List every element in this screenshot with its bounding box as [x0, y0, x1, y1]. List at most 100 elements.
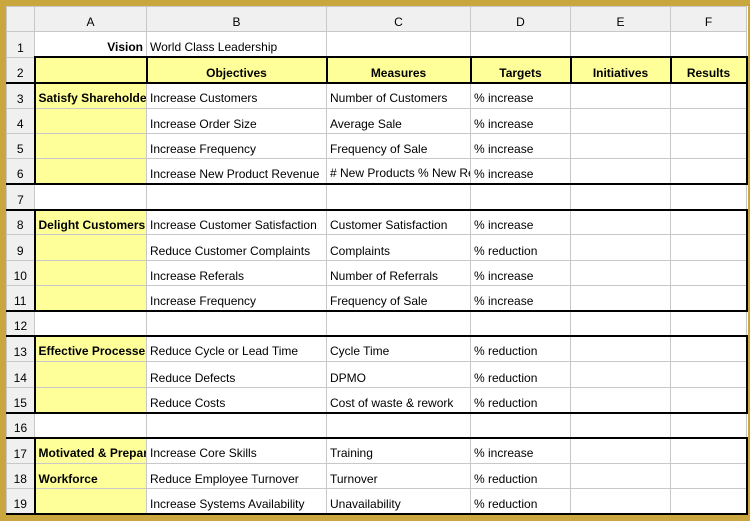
cell-D8[interactable]: % increase: [471, 210, 571, 235]
row-header-1[interactable]: 1: [7, 32, 35, 57]
col-header-D[interactable]: D: [471, 7, 571, 32]
spreadsheet-grid[interactable]: A B C D E F 1 Vision World Class Leaders…: [6, 6, 748, 515]
row-header-17[interactable]: 17: [7, 438, 35, 463]
row-header-3[interactable]: 3: [7, 83, 35, 108]
cell-F17[interactable]: [671, 438, 747, 463]
cell-F7[interactable]: [671, 184, 747, 209]
cell-B3[interactable]: Increase Customers: [147, 83, 327, 108]
cell-F6[interactable]: [671, 159, 747, 184]
row-header-10[interactable]: 10: [7, 260, 35, 285]
cell-D4[interactable]: % increase: [471, 108, 571, 133]
cell-E12[interactable]: [571, 311, 671, 336]
cell-B15[interactable]: Reduce Costs: [147, 387, 327, 412]
cell-C15[interactable]: Cost of waste & rework: [327, 387, 471, 412]
cell-B5[interactable]: Increase Frequency: [147, 133, 327, 158]
row-header-14[interactable]: 14: [7, 362, 35, 387]
row-header-19[interactable]: 19: [7, 489, 35, 514]
cell-C7[interactable]: [327, 184, 471, 209]
cell-E17[interactable]: [571, 438, 671, 463]
row-header-12[interactable]: 12: [7, 311, 35, 336]
cell-A5[interactable]: [35, 133, 147, 158]
cell-B7[interactable]: [147, 184, 327, 209]
cell-A6[interactable]: [35, 159, 147, 184]
row-header-15[interactable]: 15: [7, 387, 35, 412]
cell-F14[interactable]: [671, 362, 747, 387]
cell-D13[interactable]: % reduction: [471, 336, 571, 361]
cell-D3[interactable]: % increase: [471, 83, 571, 108]
cell-C11[interactable]: Frequency of Sale: [327, 286, 471, 311]
cell-B12[interactable]: [147, 311, 327, 336]
row-header-7[interactable]: 7: [7, 184, 35, 209]
cell-C13[interactable]: Cycle Time: [327, 336, 471, 361]
cell-A8[interactable]: Delight Customers: [35, 210, 147, 235]
row-header-2[interactable]: 2: [7, 57, 35, 82]
cell-C10[interactable]: Number of Referrals: [327, 260, 471, 285]
cell-D1[interactable]: [471, 32, 571, 57]
cell-C9[interactable]: Complaints: [327, 235, 471, 260]
cell-D15[interactable]: % reduction: [471, 387, 571, 412]
cell-D17[interactable]: % increase: [471, 438, 571, 463]
cell-B1[interactable]: World Class Leadership: [147, 32, 327, 57]
cell-C8[interactable]: Customer Satisfaction: [327, 210, 471, 235]
cell-E6[interactable]: [571, 159, 671, 184]
cell-E15[interactable]: [571, 387, 671, 412]
row-header-16[interactable]: 16: [7, 413, 35, 438]
cell-E11[interactable]: [571, 286, 671, 311]
cell-C4[interactable]: Average Sale: [327, 108, 471, 133]
cell-B17[interactable]: Increase Core Skills: [147, 438, 327, 463]
cell-D18[interactable]: % reduction: [471, 463, 571, 488]
col-header-F[interactable]: F: [671, 7, 747, 32]
cell-E8[interactable]: [571, 210, 671, 235]
cell-E19[interactable]: [571, 489, 671, 514]
cell-C14[interactable]: DPMO: [327, 362, 471, 387]
cell-D10[interactable]: % increase: [471, 260, 571, 285]
row-header-4[interactable]: 4: [7, 108, 35, 133]
cell-B19[interactable]: Increase Systems Availability: [147, 489, 327, 514]
cell-E14[interactable]: [571, 362, 671, 387]
cell-B16[interactable]: [147, 413, 327, 438]
cell-A2[interactable]: [35, 57, 147, 82]
cell-A18[interactable]: Workforce: [35, 463, 147, 488]
cell-D11[interactable]: % increase: [471, 286, 571, 311]
cell-F2[interactable]: Results: [671, 57, 747, 82]
cell-F5[interactable]: [671, 133, 747, 158]
row-header-13[interactable]: 13: [7, 336, 35, 361]
cell-F11[interactable]: [671, 286, 747, 311]
cell-C6[interactable]: # New Products % New Revenue: [327, 159, 471, 184]
col-header-E[interactable]: E: [571, 7, 671, 32]
cell-E9[interactable]: [571, 235, 671, 260]
cell-D16[interactable]: [471, 413, 571, 438]
cell-D14[interactable]: % reduction: [471, 362, 571, 387]
cell-A3[interactable]: Satisfy Shareholders: [35, 83, 147, 108]
cell-F18[interactable]: [671, 463, 747, 488]
cell-E18[interactable]: [571, 463, 671, 488]
cell-B6[interactable]: Increase New Product Revenue: [147, 159, 327, 184]
cell-B13[interactable]: Reduce Cycle or Lead Time: [147, 336, 327, 361]
cell-B2[interactable]: Objectives: [147, 57, 327, 82]
cell-B9[interactable]: Reduce Customer Complaints: [147, 235, 327, 260]
cell-A19[interactable]: [35, 489, 147, 514]
cell-B11[interactable]: Increase Frequency: [147, 286, 327, 311]
cell-A17[interactable]: Motivated & Prepared: [35, 438, 147, 463]
cell-F19[interactable]: [671, 489, 747, 514]
cell-A9[interactable]: [35, 235, 147, 260]
cell-A15[interactable]: [35, 387, 147, 412]
cell-F15[interactable]: [671, 387, 747, 412]
cell-C12[interactable]: [327, 311, 471, 336]
cell-E1[interactable]: [571, 32, 671, 57]
cell-A11[interactable]: [35, 286, 147, 311]
cell-F10[interactable]: [671, 260, 747, 285]
cell-B8[interactable]: Increase Customer Satisfaction: [147, 210, 327, 235]
cell-C17[interactable]: Training: [327, 438, 471, 463]
cell-A4[interactable]: [35, 108, 147, 133]
cell-A13[interactable]: Effective Processes: [35, 336, 147, 361]
cell-B10[interactable]: Increase Referals: [147, 260, 327, 285]
cell-F13[interactable]: [671, 336, 747, 361]
row-header-9[interactable]: 9: [7, 235, 35, 260]
cell-C16[interactable]: [327, 413, 471, 438]
cell-C2[interactable]: Measures: [327, 57, 471, 82]
cell-D19[interactable]: % reduction: [471, 489, 571, 514]
row-header-8[interactable]: 8: [7, 210, 35, 235]
cell-F9[interactable]: [671, 235, 747, 260]
row-header-5[interactable]: 5: [7, 133, 35, 158]
